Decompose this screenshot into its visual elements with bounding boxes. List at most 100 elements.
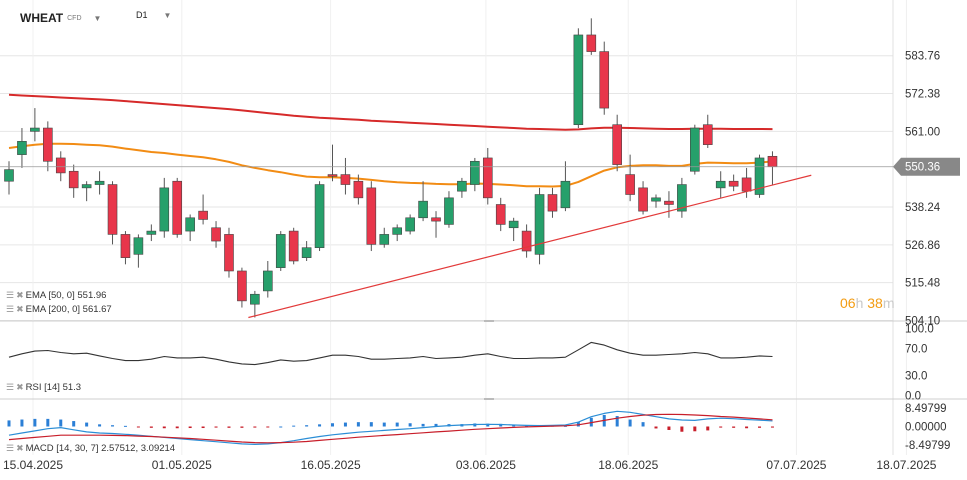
macd-histogram-bar (331, 423, 334, 427)
candle-body (651, 197, 661, 202)
ema50-legend[interactable]: ☰ ✖ EMA [50, 0] 551.96 (6, 290, 106, 301)
bearish-candle[interactable] (211, 221, 221, 248)
bearish-candle[interactable] (288, 227, 299, 265)
bearish-candle[interactable] (172, 177, 183, 238)
layers-icon[interactable]: ☰ (6, 443, 14, 453)
bearish-candle[interactable] (612, 114, 622, 172)
bearish-candle[interactable] (340, 157, 351, 195)
bearish-candle[interactable] (237, 267, 247, 308)
bullish-candle[interactable] (4, 161, 14, 195)
timeframe-label[interactable]: D1 (136, 10, 148, 20)
rsi-tick-label: 0.0 (905, 391, 921, 403)
bullish-candle[interactable] (392, 224, 403, 242)
bearish-candle[interactable] (482, 147, 493, 205)
bearish-candle[interactable] (431, 211, 441, 238)
trendline[interactable] (248, 174, 812, 319)
bearish-candle[interactable] (586, 18, 597, 55)
bearish-candle[interactable] (327, 144, 338, 182)
time-axis[interactable]: 15.04.2025 01.05.2025 16.05.2025 03.06.2025… (3, 458, 937, 472)
candle-body (340, 174, 351, 185)
symbol-name[interactable]: WHEAT (20, 11, 64, 25)
macd-histogram-bar (745, 426, 749, 429)
bullish-candle[interactable] (250, 290, 260, 318)
bearish-candle[interactable] (120, 231, 131, 265)
bearish-candle[interactable] (599, 41, 610, 115)
bullish-candle[interactable] (146, 224, 157, 242)
bullish-candle[interactable] (470, 157, 480, 192)
layers-icon[interactable]: ☰ (6, 304, 14, 314)
candles[interactable] (4, 18, 778, 318)
macd-histogram-bar (369, 422, 373, 427)
symbol-selector[interactable]: WHEAT CFD ▼ (20, 10, 101, 26)
support-trendline[interactable] (248, 174, 812, 319)
bullish-candle[interactable] (651, 194, 661, 208)
ema200-legend[interactable]: ☰ ✖ EMA [200, 0] 561.67 (6, 304, 112, 315)
bearish-candle[interactable] (68, 164, 79, 198)
bearish-candle[interactable] (198, 194, 208, 225)
bullish-candle[interactable] (715, 171, 726, 198)
timeframe-selector[interactable]: D1 ▼ (136, 10, 171, 20)
bearish-candle[interactable] (55, 151, 66, 182)
bullish-candle[interactable] (754, 154, 765, 198)
close-icon[interactable]: ✖ (16, 290, 23, 300)
pane-separators[interactable] (0, 320, 967, 400)
bullish-candle[interactable] (677, 177, 687, 218)
candle-body (17, 141, 27, 155)
bearish-candle[interactable] (224, 227, 234, 278)
bullish-candle[interactable] (444, 191, 454, 228)
bearish-candle[interactable] (702, 114, 713, 148)
bearish-candle[interactable] (521, 224, 532, 258)
price-axis[interactable]: 583.76 572.38 561.00 538.24 526.86 515.48 504.… (905, 51, 941, 328)
bullish-candle[interactable] (405, 214, 415, 235)
bearish-candle[interactable] (767, 151, 778, 185)
bearish-candle[interactable] (43, 121, 53, 172)
macd-histogram-bar (111, 425, 115, 427)
bearish-candle[interactable] (728, 174, 739, 192)
layers-icon[interactable]: ☰ (6, 290, 14, 300)
caret-down-icon[interactable]: ▼ (163, 10, 172, 20)
price-tick-label: 583.76 (905, 51, 940, 63)
bullish-candle[interactable] (30, 108, 40, 142)
bullish-candle[interactable] (81, 181, 92, 202)
pane-resize-handle[interactable] (484, 398, 494, 400)
bullish-candle[interactable] (301, 241, 312, 261)
bearish-candle[interactable] (353, 174, 364, 205)
bullish-candle[interactable] (185, 214, 195, 242)
bullish-candle[interactable] (573, 28, 584, 129)
rsi-legend[interactable]: ☰ ✖ RSI [14] 51.3 (6, 382, 81, 393)
bullish-candle[interactable] (275, 231, 286, 271)
bullish-candle[interactable] (418, 181, 428, 222)
bearish-candle[interactable] (107, 181, 118, 245)
bullish-candle[interactable] (17, 128, 27, 168)
bearish-candle[interactable] (366, 181, 377, 252)
bearish-candle[interactable] (741, 167, 752, 198)
bullish-candle[interactable] (262, 260, 273, 298)
close-icon[interactable]: ✖ (16, 382, 23, 392)
bearish-candle[interactable] (664, 191, 674, 218)
bullish-candle[interactable] (379, 227, 390, 248)
bullish-candle[interactable] (508, 217, 519, 242)
close-icon[interactable]: ✖ (16, 443, 23, 453)
bearish-candle[interactable] (495, 197, 506, 232)
bullish-candle[interactable] (690, 124, 700, 175)
layers-icon[interactable]: ☰ (6, 382, 14, 392)
caret-down-icon[interactable]: ▼ (93, 13, 102, 23)
price-tick-label: 504.10 (905, 316, 940, 328)
bullish-candle[interactable] (457, 177, 467, 198)
bearish-candle[interactable] (638, 181, 648, 215)
macd-histogram-bar (20, 419, 24, 427)
bullish-candle[interactable] (133, 234, 144, 268)
close-icon[interactable]: ✖ (16, 304, 23, 314)
pane-resize-handle[interactable] (484, 320, 494, 322)
macd-histogram-bar (680, 426, 684, 432)
bullish-candle[interactable] (159, 177, 170, 238)
bullish-candle[interactable] (314, 181, 325, 252)
bullish-candle[interactable] (94, 171, 105, 195)
bearish-candle[interactable] (625, 154, 635, 202)
bullish-candle[interactable] (534, 187, 545, 265)
bearish-candle[interactable] (547, 187, 558, 218)
bullish-candle[interactable] (560, 161, 571, 212)
macd-legend[interactable]: ☰ ✖ MACD [14, 30, 7] 2.57512, 3.09214 (6, 443, 175, 454)
candle-body (4, 169, 14, 182)
